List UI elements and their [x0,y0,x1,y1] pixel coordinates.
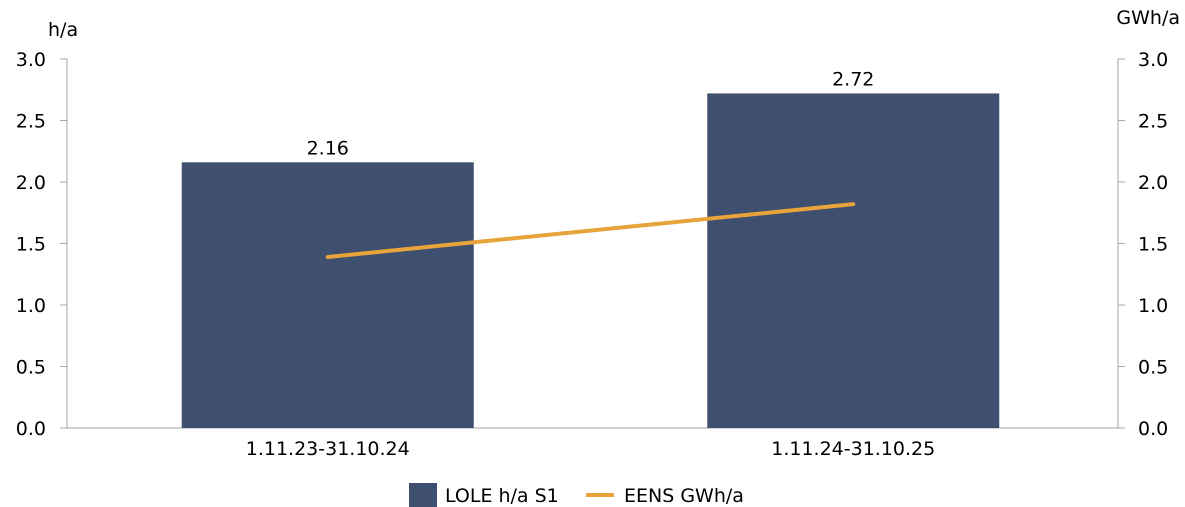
right-tick-label: 0.5 [1138,357,1168,379]
right-axis-ticks: 0.0 0.5 1.0 1.5 2.0 2.5 3.0 [1118,49,1168,440]
left-axis-ticks: 0.0 0.5 1.0 1.5 2.0 2.5 3.0 [16,49,67,440]
line-series [325,202,856,260]
category-label: 1.11.24-31.10.25 [771,438,935,460]
right-tick-label: 3.0 [1138,49,1168,71]
right-tick-label: 0.0 [1138,418,1168,440]
left-tick-label: 1.0 [16,295,46,317]
right-tick-label: 2.5 [1138,111,1168,133]
legend-swatch-lole [409,483,437,507]
right-tick-label: 2.0 [1138,172,1168,194]
left-tick-label: 3.0 [16,49,46,71]
left-tick-label: 2.0 [16,172,46,194]
bar [707,93,1000,428]
legend: LOLE h/a S1 EENS GWh/a [409,483,744,507]
bar-data-label: 2.72 [832,68,874,90]
bar [181,162,474,428]
bar-data-label: 2.16 [307,137,349,159]
eens-line [325,202,856,260]
right-tick-label: 1.5 [1138,234,1168,256]
left-axis-unit: h/a [48,19,78,41]
legend-label-lole: LOLE h/a S1 [445,485,559,507]
category-label: 1.11.23-31.10.24 [246,438,410,460]
left-tick-label: 0.0 [16,418,46,440]
category-labels: 1.11.23-31.10.24 1.11.24-31.10.25 [246,438,936,460]
bar-series [181,93,1000,428]
right-tick-label: 1.0 [1138,295,1168,317]
left-tick-label: 0.5 [16,357,46,379]
legend-label-eens: EENS GWh/a [624,485,744,507]
data-labels: 2.16 2.72 [307,68,875,159]
left-tick-label: 2.5 [16,111,46,133]
left-tick-label: 1.5 [16,234,46,256]
right-axis-unit: GWh/a [1116,7,1180,29]
